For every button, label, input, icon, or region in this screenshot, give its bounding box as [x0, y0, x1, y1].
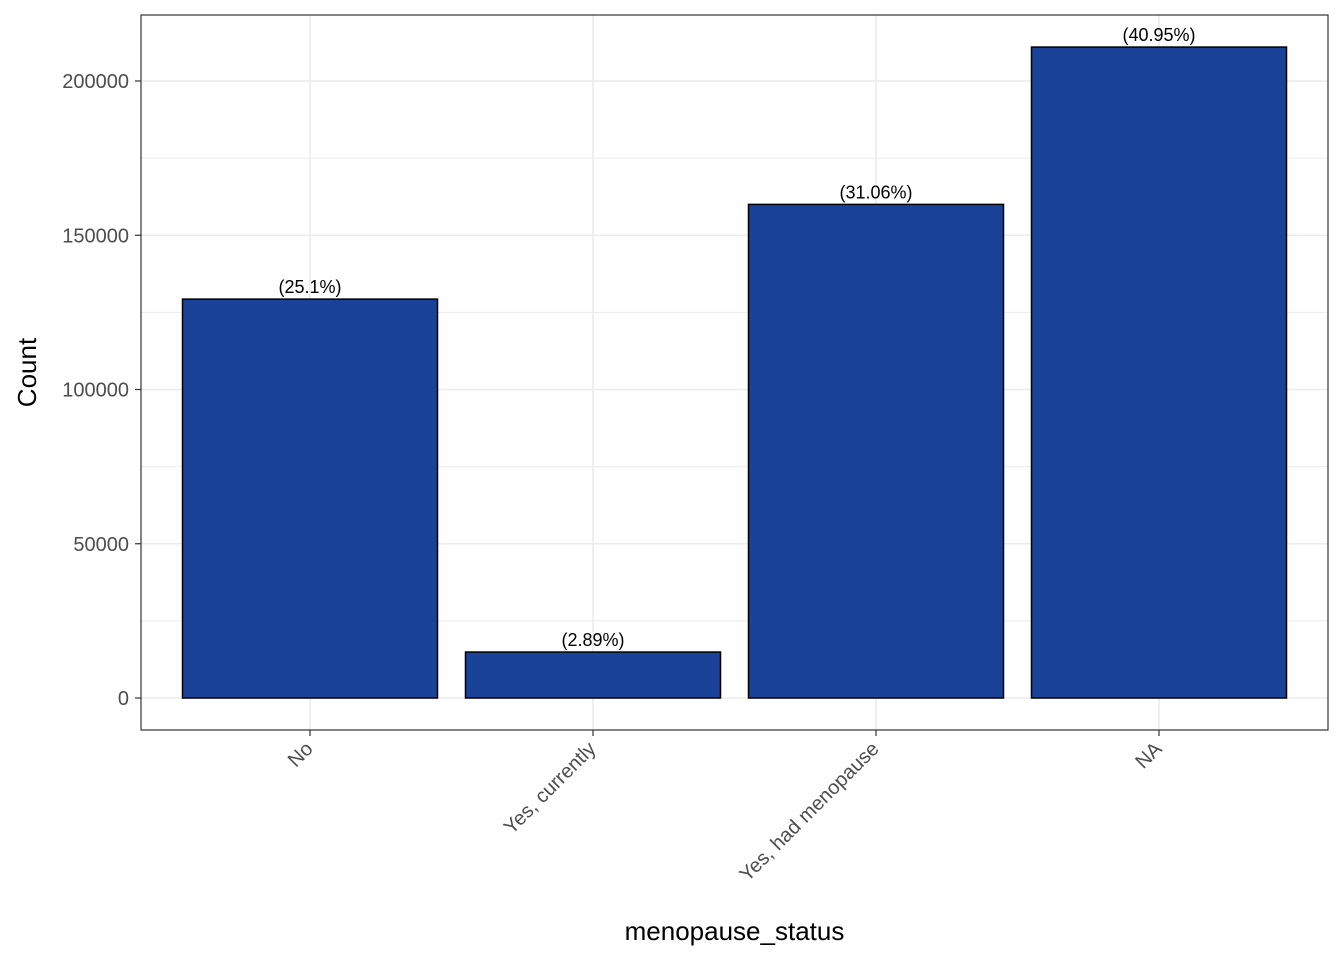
y-tick-label: 100000: [62, 380, 129, 402]
y-axis-title: Count: [12, 337, 42, 407]
x-tick-label: Yes, currently: [500, 738, 601, 839]
panel-border: [140, 14, 1329, 731]
y-tick-label: 0: [118, 688, 129, 710]
bar: [1030, 46, 1288, 699]
data-label: (25.1%): [278, 277, 341, 297]
x-axis-title: menopause_status: [625, 916, 845, 946]
x-axis: No Yes, currently Yes, had menopause NA: [284, 730, 1167, 886]
y-tick-label: 150000: [62, 225, 129, 247]
data-label: (40.95%): [1122, 25, 1195, 45]
data-label: (31.06%): [839, 182, 912, 202]
data-labels: (25.1%) (2.89%) (31.06%) (40.95%): [278, 25, 1195, 650]
bar: [464, 651, 722, 699]
y-tick-label: 50000: [73, 534, 129, 556]
data-label: (2.89%): [561, 630, 624, 650]
y-tick-label: 200000: [62, 71, 129, 93]
x-tick-label: Yes, had menopause: [736, 738, 884, 886]
x-tick-label: NA: [1131, 738, 1167, 774]
y-axis: 0 50000 100000 150000 200000: [62, 71, 141, 710]
bar: [747, 203, 1005, 699]
bars: [181, 46, 1288, 699]
bar: [181, 298, 439, 699]
x-tick-label: No: [284, 738, 318, 772]
